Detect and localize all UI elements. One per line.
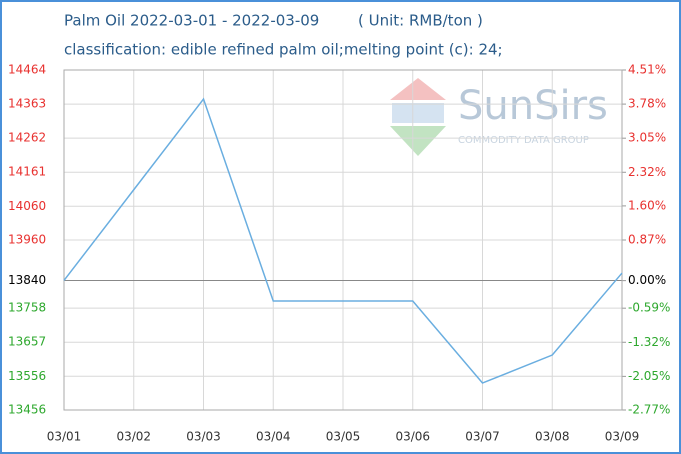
watermark-logo: [390, 78, 446, 156]
plot-border: [63, 69, 623, 411]
y2-tick-label: 3.78%: [628, 97, 666, 111]
y-tick-label: 14161: [8, 165, 46, 179]
y2-tick-label: 0.00%: [628, 273, 666, 287]
x-tick-label: 03/09: [605, 430, 640, 444]
y-tick-label: 14060: [8, 199, 46, 213]
watermark-sub: COMMODITY DATA GROUP: [458, 135, 589, 146]
x-tick-label: 03/08: [535, 430, 570, 444]
y2-tick-label: 3.05%: [628, 131, 666, 145]
y-tick-label: 14363: [8, 97, 46, 111]
watermark: SunSirs: [458, 83, 608, 129]
y-tick-label: 14464: [8, 63, 46, 77]
y2-tick-label: -0.59%: [628, 301, 670, 315]
line: [63, 97, 623, 384]
y-tick-label: 13556: [8, 369, 46, 383]
x-tick-label: 03/03: [186, 430, 221, 444]
chart-title: Palm Oil 2022-03-01 - 2022-03-09: [64, 12, 319, 30]
x-tick-label: 03/02: [116, 430, 151, 444]
y-tick-label: 13657: [8, 335, 46, 349]
y-tick-label: 14262: [8, 131, 46, 145]
x-tick-label: 03/07: [465, 430, 500, 444]
y2-tick-label: 1.60%: [628, 198, 666, 212]
x-tick-label: 03/01: [47, 430, 82, 444]
subtitle: classification: edible refined palm oil;…: [64, 41, 503, 59]
y2-tick-label: 4.51%: [628, 63, 666, 77]
x-tick-label: 03/05: [326, 430, 361, 444]
y2-tick-label: 2.32%: [628, 165, 666, 179]
y2-tick-label: -1.32%: [628, 335, 670, 349]
y-tick-label: 13758: [8, 301, 46, 315]
x-tick-label: 03/04: [256, 430, 291, 444]
y-tick-label: 13960: [8, 233, 46, 247]
y2-tick-label: -2.77%: [628, 403, 670, 417]
y-tick-label: 13456: [8, 403, 46, 417]
unit: ( Unit: RMB/ton ): [358, 12, 483, 30]
x-tick-label: 03/06: [395, 430, 430, 444]
y2-tick-label: 0.87%: [628, 233, 666, 247]
y2-tick-label: -2.05%: [628, 369, 670, 383]
y-tick-label: 13840: [8, 273, 46, 287]
